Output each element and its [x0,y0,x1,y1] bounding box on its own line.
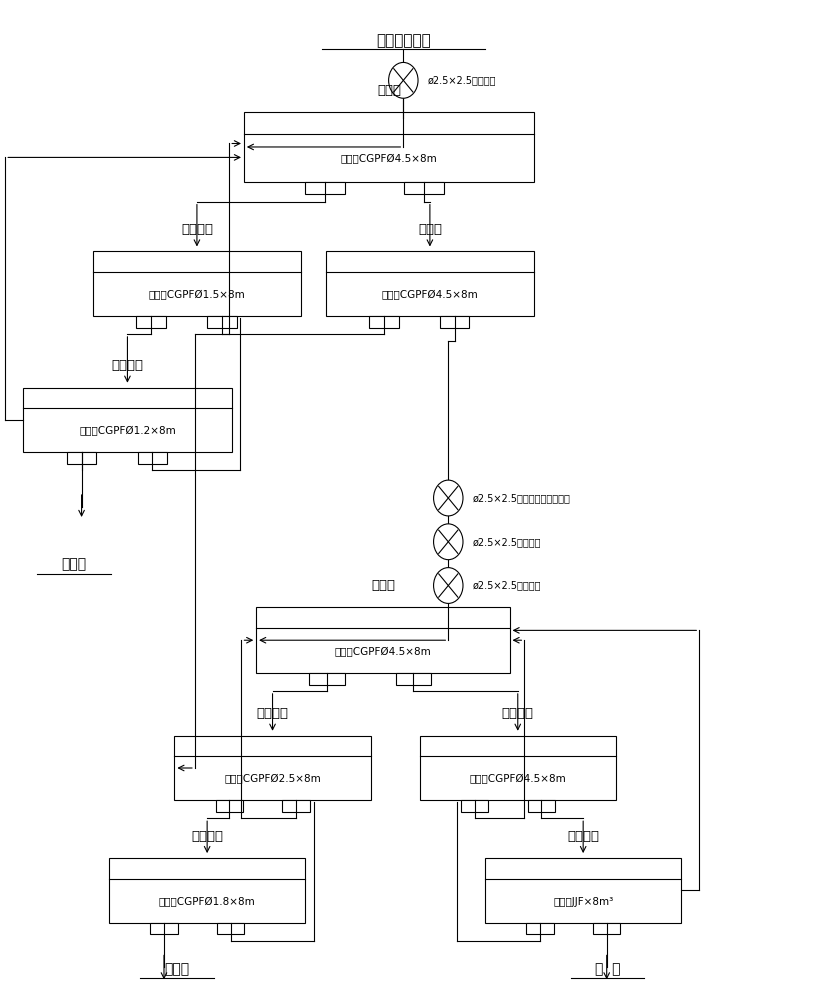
Bar [217,923,244,934]
Text: 铅精选二: 铅精选二 [111,359,143,372]
Bar [420,736,616,800]
Circle shape [434,568,463,603]
Bar [109,858,305,923]
Text: ø2.5×2.5㎡搞拌桶（锌活化）: ø2.5×2.5㎡搞拌桶（锌活化） [472,493,570,503]
Text: 浮选柱CGPFØ4.5×8m: 浮选柱CGPFØ4.5×8m [469,775,566,785]
Text: 锌精选二: 锌精选二 [191,830,223,843]
Text: 铅精选一: 铅精选一 [181,223,213,236]
Text: 浮选柱CGPFØ1.8×8m: 浮选柱CGPFØ1.8×8m [159,897,255,907]
Text: 锌扫选一: 锌扫选一 [502,707,534,720]
Bar [138,452,167,464]
Text: 浮选柱CGPFØ4.5×8m: 浮选柱CGPFØ4.5×8m [341,154,437,165]
Text: ø2.5×2.5㎡搞拌桶: ø2.5×2.5㎡搞拌桶 [472,537,542,547]
Text: ø2.5×2.5㎡搞拌桶: ø2.5×2.5㎡搞拌桶 [428,75,496,85]
Text: 浮选柱CGPFØ1.2×8m: 浮选柱CGPFØ1.2×8m [79,427,176,437]
Bar [305,182,346,194]
Bar [309,673,345,685]
Bar [282,800,309,812]
Bar [216,800,243,812]
Text: 锌精矿: 锌精矿 [165,962,189,976]
Text: 浮选柱CGPFØ2.5×8m: 浮选柱CGPFØ2.5×8m [224,775,321,785]
Bar [526,923,554,934]
Bar [137,316,165,328]
Bar [593,923,621,934]
Text: 锌精选一: 锌精选一 [257,707,289,720]
Bar [370,316,398,328]
Bar [461,800,488,812]
Text: 浮选柱CGPFØ1.5×8m: 浮选柱CGPFØ1.5×8m [148,290,245,300]
Text: 铅扫选: 铅扫选 [418,223,442,236]
Text: 铅粗选: 铅粗选 [377,84,401,97]
Text: 浮选柱CGPFØ4.5×8m: 浮选柱CGPFØ4.5×8m [334,647,431,657]
Bar [396,673,431,685]
Circle shape [434,480,463,516]
Text: 锌粗选: 锌粗选 [371,579,395,592]
Bar [440,316,469,328]
Circle shape [434,524,463,560]
Bar [403,182,444,194]
Bar [23,388,231,452]
Bar [174,736,370,800]
Bar [67,452,96,464]
Bar [93,251,301,316]
Text: 铅精矿: 铅精矿 [62,558,86,572]
Circle shape [388,62,418,98]
Bar [207,316,236,328]
Bar [256,607,509,673]
Text: 锌扫选二: 锌扫选二 [567,830,599,843]
Text: 原矿（细磨）: 原矿（细磨） [376,33,430,48]
Bar [528,800,555,812]
Text: 浮选机JJF×8m³: 浮选机JJF×8m³ [553,897,613,907]
Text: 浮选柱CGPFØ4.5×8m: 浮选柱CGPFØ4.5×8m [382,290,478,300]
Bar [151,923,178,934]
Text: 尾  矿: 尾 矿 [595,962,621,976]
Bar [326,251,534,316]
Bar [485,858,681,923]
Bar [244,112,534,182]
Text: ø2.5×2.5㎡搞拌桶: ø2.5×2.5㎡搞拌桶 [472,581,542,591]
